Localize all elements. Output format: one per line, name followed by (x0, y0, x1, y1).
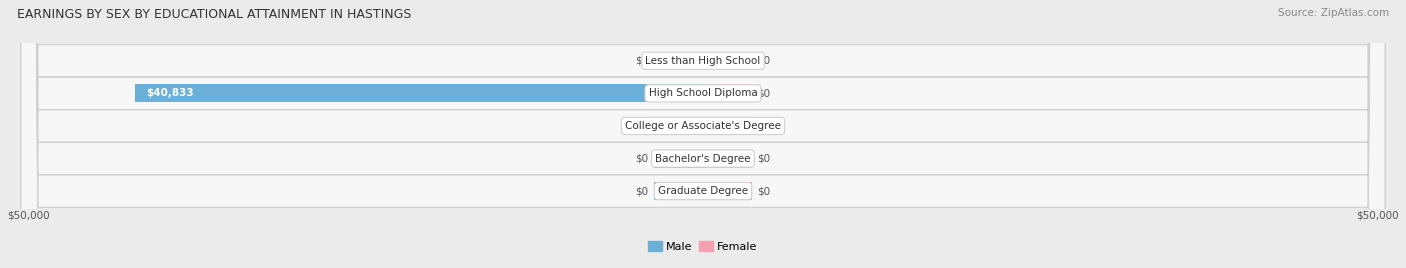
Text: $0: $0 (636, 56, 648, 66)
Text: High School Diploma: High School Diploma (648, 88, 758, 98)
FancyBboxPatch shape (21, 0, 1385, 268)
Bar (703, 52, 752, 70)
Bar (654, 182, 703, 200)
Text: $0: $0 (636, 154, 648, 163)
Text: $0: $0 (636, 121, 648, 131)
Text: College or Associate's Degree: College or Associate's Degree (626, 121, 780, 131)
Text: $0: $0 (758, 154, 770, 163)
Bar (654, 117, 703, 135)
Text: $40,833: $40,833 (146, 88, 194, 98)
Text: $0: $0 (636, 186, 648, 196)
Text: Graduate Degree: Graduate Degree (658, 186, 748, 196)
Legend: Male, Female: Male, Female (644, 237, 762, 257)
Bar (654, 150, 703, 168)
Text: $0: $0 (758, 186, 770, 196)
FancyBboxPatch shape (21, 0, 1385, 268)
Text: $0: $0 (758, 56, 770, 66)
Bar (135, 84, 703, 102)
FancyBboxPatch shape (21, 0, 1385, 268)
FancyBboxPatch shape (21, 0, 1385, 268)
Text: EARNINGS BY SEX BY EDUCATIONAL ATTAINMENT IN HASTINGS: EARNINGS BY SEX BY EDUCATIONAL ATTAINMEN… (17, 8, 411, 21)
Bar (703, 117, 752, 135)
Text: Source: ZipAtlas.com: Source: ZipAtlas.com (1278, 8, 1389, 18)
Text: Less than High School: Less than High School (645, 56, 761, 66)
Bar (703, 84, 752, 102)
Text: Bachelor's Degree: Bachelor's Degree (655, 154, 751, 163)
Text: $0: $0 (758, 121, 770, 131)
Text: $0: $0 (758, 88, 770, 98)
FancyBboxPatch shape (21, 0, 1385, 268)
Bar (654, 52, 703, 70)
Text: $50,000: $50,000 (1357, 211, 1399, 221)
Text: $50,000: $50,000 (7, 211, 49, 221)
Bar (703, 150, 752, 168)
Bar (703, 182, 752, 200)
